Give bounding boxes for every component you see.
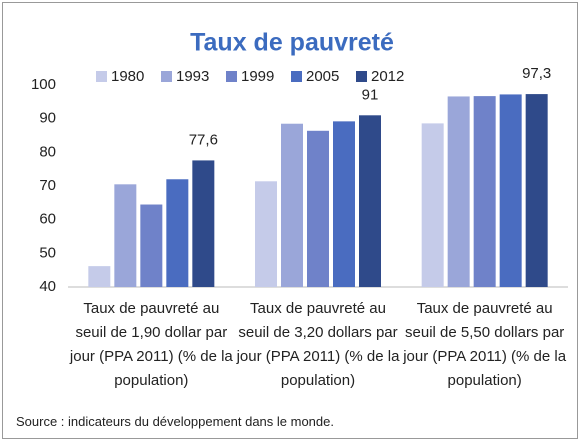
legend-label: 1980	[111, 68, 144, 85]
bar	[499, 94, 522, 287]
chart-title: Taux de pauvreté	[190, 29, 394, 57]
y-tick-label: 100	[31, 76, 56, 93]
bar	[192, 160, 215, 287]
legend-swatch	[96, 71, 107, 82]
bar	[359, 115, 381, 287]
bar	[525, 94, 548, 287]
legend-swatch	[226, 71, 237, 82]
bar	[307, 130, 329, 287]
legend-label: 1999	[241, 68, 274, 85]
bar	[421, 123, 444, 287]
legend-label: 2005	[306, 68, 339, 85]
y-tick-label: 70	[39, 177, 56, 194]
data-label: 91	[362, 86, 379, 103]
legend-swatch	[356, 71, 367, 82]
frame	[2, 2, 578, 439]
bar	[333, 121, 355, 287]
bar	[114, 184, 137, 287]
y-tick-label: 40	[39, 278, 56, 295]
bar	[473, 96, 496, 287]
y-tick-label: 90	[39, 110, 56, 127]
x-tick-label: Taux de pauvreté au seuil de 5,50 dollar…	[403, 300, 567, 389]
y-tick-label: 60	[39, 211, 56, 228]
x-tick-label: Taux de pauvreté au seuil de 3,20 dollar…	[236, 300, 400, 389]
data-label: 77,6	[189, 131, 218, 148]
bar	[281, 123, 303, 287]
y-tick-label: 50	[39, 244, 56, 261]
bar	[447, 96, 470, 288]
bar	[255, 181, 277, 287]
legend-label: 2012	[371, 68, 404, 85]
y-tick-label: 80	[39, 143, 56, 160]
bar	[88, 266, 111, 287]
legend-swatch	[291, 71, 302, 82]
bar	[140, 204, 163, 287]
x-tick-label: Taux de pauvreté au seuil de 1,90 dollar…	[69, 300, 233, 389]
legend-label: 1993	[176, 68, 209, 85]
data-label: 97,3	[522, 65, 551, 82]
source: Source : indicateurs du développement da…	[16, 414, 334, 429]
bar	[166, 179, 189, 287]
legend-swatch	[161, 71, 172, 82]
